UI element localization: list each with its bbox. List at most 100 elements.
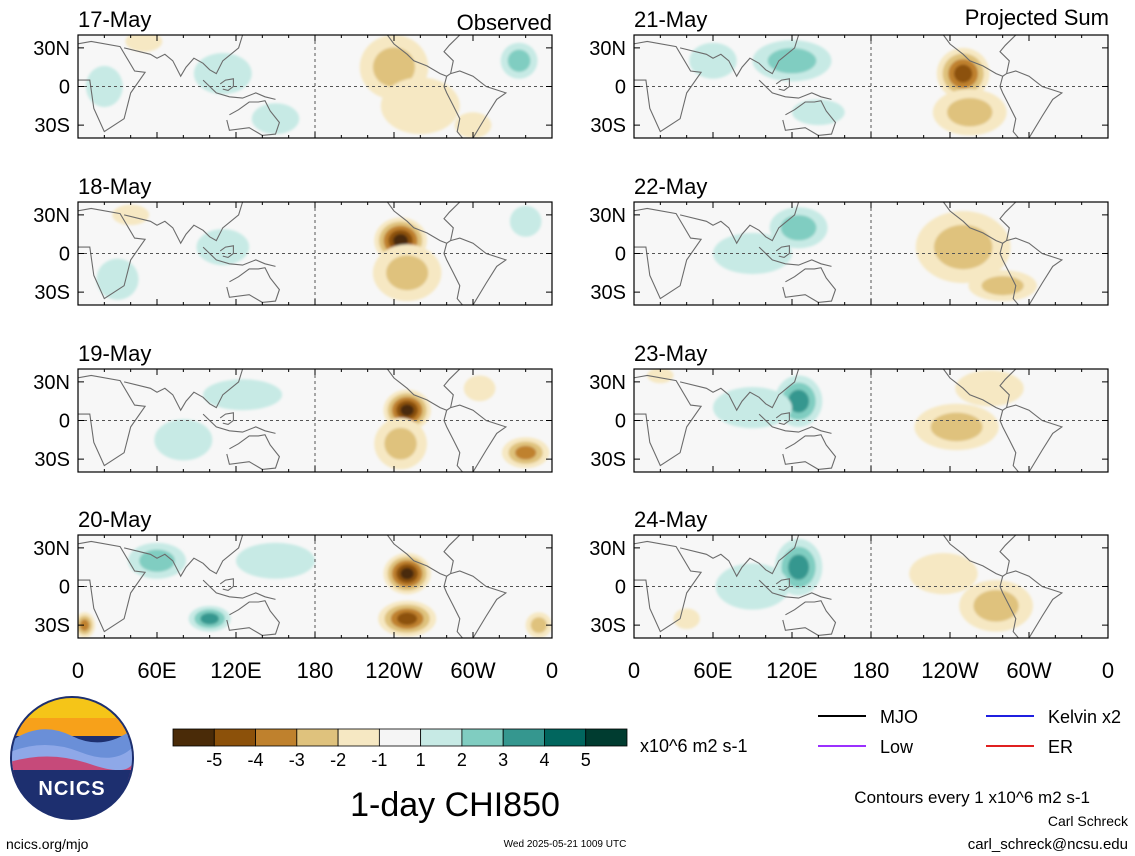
colorbar-tick-label: -4 (248, 750, 264, 770)
anomaly-contour (973, 589, 1019, 622)
anomaly-contour (400, 567, 414, 580)
anomaly-contour (647, 369, 674, 384)
coastline-path (782, 600, 837, 636)
x-tick-label: 0 (546, 658, 558, 683)
y-tick-label: 30S (34, 115, 70, 137)
figure-title: 1-day CHI850 (350, 786, 560, 824)
coastline-path (202, 413, 276, 434)
x-tick-label: 180 (853, 658, 890, 683)
colorbar-tick-label: 2 (457, 750, 467, 770)
colorbar-swatch (337, 728, 380, 747)
anomaly-contour (673, 608, 700, 629)
coastline-path (634, 374, 703, 467)
coastline-path (123, 535, 244, 578)
coastlines (78, 35, 508, 138)
map-panel: 17-May 30N 0 30S (33, 7, 553, 139)
y-tick-label: 30N (33, 38, 70, 60)
legend-label: MJO (880, 707, 918, 727)
coastline-path (999, 404, 1064, 472)
anomaly-contour (981, 276, 1024, 296)
coastline-path (443, 404, 508, 472)
anomaly-contour (154, 419, 213, 461)
colorbar-swatch (172, 728, 215, 747)
coastlines (78, 369, 508, 472)
website-link[interactable]: ncics.org/mjo (6, 836, 89, 852)
coastlines (634, 35, 1064, 138)
coastline-path (782, 267, 837, 303)
coastline-path (679, 202, 800, 245)
anomaly-contour (393, 234, 409, 248)
y-tick-label: 30N (33, 372, 70, 394)
anomaly-contour (112, 204, 150, 226)
map-panel: 23-May 30N 0 30S (589, 341, 1109, 473)
coastline-path (782, 100, 837, 136)
coastline-path (782, 434, 837, 470)
colorbar: -5 -4 -3 -2 -1 1 2 3 4 5 (172, 728, 628, 770)
anomaly-contour (788, 554, 810, 580)
y-tick-label: 0 (59, 411, 70, 433)
x-tick-label: 60W (1006, 658, 1051, 683)
anomaly-contour (689, 42, 737, 79)
coastline-path (999, 237, 1064, 305)
coastline-path (443, 70, 508, 138)
legend-label: Low (880, 737, 914, 757)
y-tick-label: 30S (590, 282, 626, 304)
anomaly-contour (713, 387, 792, 429)
coastline-path (758, 413, 832, 434)
anomaly-contour (454, 112, 492, 138)
coastline-path (679, 535, 800, 578)
x-tick-label: 60E (693, 658, 732, 683)
legend-label: Kelvin x2 (1048, 707, 1121, 727)
panel-date-label: 21-May (634, 7, 707, 32)
colorbar-swatch (213, 728, 256, 747)
anomaly-contour (947, 97, 993, 127)
y-tick-label: 30S (34, 449, 70, 471)
anomaly-contour (236, 542, 315, 579)
anomaly-contour (380, 77, 460, 135)
y-tick-label: 0 (59, 577, 70, 599)
map-panel: 19-May 30N 0 30S (33, 341, 553, 473)
coastline-path (775, 78, 790, 91)
logo-text: NCICS (38, 778, 105, 800)
map-panel: 21-May 30N 0 30S (589, 7, 1109, 139)
map-panel: 18-May 30N 0 30S (33, 174, 553, 306)
anomaly-contour (954, 64, 973, 83)
colorbar-tick-label: -2 (330, 750, 346, 770)
panel-date-label: 17-May (78, 7, 151, 32)
x-tick-label: 60W (450, 658, 495, 683)
coastline-path (679, 35, 800, 78)
anomaly-contour (930, 412, 983, 442)
anomaly-contour (200, 612, 220, 625)
colorbar-swatch (378, 728, 422, 747)
x-tick-label: 0 (628, 658, 640, 683)
coastline-path (634, 540, 703, 633)
colorbar-tick-label: -1 (371, 750, 387, 770)
coastline-path (226, 600, 281, 636)
x-tick-label: 120E (766, 658, 817, 683)
x-tick-label: 120W (921, 658, 979, 683)
legend-label: ER (1048, 737, 1073, 757)
author-name: Carl Schreck (1048, 813, 1129, 829)
legend: MJO Kelvin x2 Low ER (818, 707, 1121, 757)
coastline-path (758, 579, 832, 600)
y-tick-label: 0 (615, 77, 626, 99)
y-tick-label: 30N (33, 205, 70, 227)
panel-date-label: 24-May (634, 507, 707, 532)
anomaly-contour (193, 53, 252, 95)
colorbar-tick-label: -5 (206, 750, 222, 770)
panel-ticks (633, 202, 1109, 305)
coastline-path (775, 412, 790, 425)
coastline-path (758, 79, 832, 100)
anomaly-contour (79, 619, 90, 631)
coastline-path (443, 237, 508, 305)
anomaly-contour (767, 48, 817, 74)
anomaly-contour (780, 215, 817, 241)
coastline-path (123, 35, 244, 78)
anomaly-contour (933, 224, 993, 270)
x-tick-label: 0 (1102, 658, 1114, 683)
y-tick-label: 30S (590, 115, 626, 137)
coastline-path (386, 369, 461, 411)
coastline-path (226, 267, 281, 303)
y-tick-label: 0 (59, 77, 70, 99)
